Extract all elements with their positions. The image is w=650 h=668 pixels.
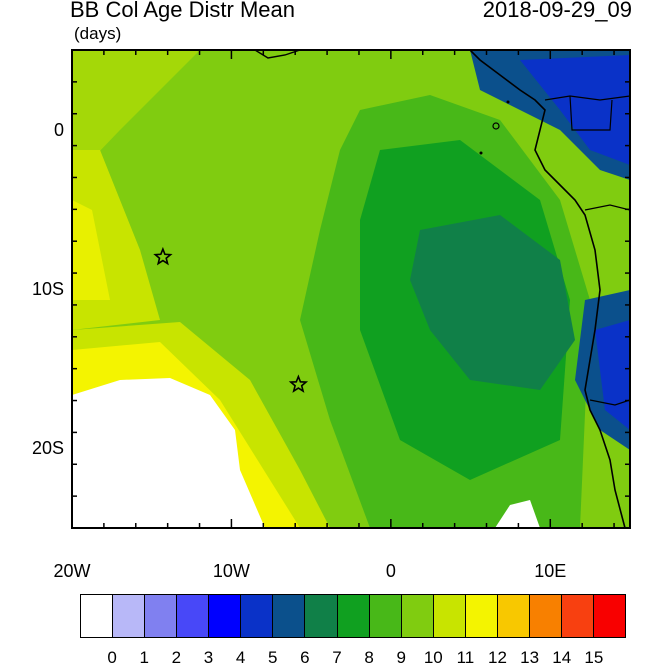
units-label: (days) (74, 24, 122, 43)
colorbar (80, 594, 626, 638)
colorbar-box (337, 595, 370, 637)
x-tick-label: 10W (212, 561, 250, 581)
y-tick-label: 0 (53, 119, 64, 140)
border-line-3 (584, 204, 630, 211)
border-line-1 (544, 95, 630, 101)
x-tick-label: 10E (534, 561, 567, 581)
colorbar-label: 15 (584, 648, 604, 667)
colorbar-box (145, 595, 178, 637)
colorbar-label: 8 (364, 648, 374, 667)
colorbar-box (594, 595, 626, 637)
colorbar-box (433, 595, 466, 637)
y-tick-label: 10S (31, 279, 64, 299)
colorbar-box (369, 595, 402, 637)
island-3 (506, 100, 510, 104)
tick-marks (71, 49, 630, 529)
y-tick-label: 20S (31, 438, 64, 459)
main-title: BB Col Age Distr Mean (70, 0, 295, 22)
colorbar-label: 14 (552, 648, 572, 667)
field-nw-region (72, 50, 200, 180)
colorbar-label: 5 (267, 648, 278, 667)
colorbar-label: 13 (520, 648, 540, 667)
colorbar-box (465, 595, 498, 637)
x-tick-label: 20W (53, 561, 91, 581)
colorbar-box (241, 595, 274, 637)
colorbar-box (401, 595, 434, 637)
island-2 (479, 151, 483, 155)
border-line-4 (589, 399, 630, 406)
colorbar-label: 11 (456, 648, 475, 667)
island-1 (492, 122, 500, 130)
colorbar-box (273, 595, 306, 637)
colorbar-label: 9 (396, 648, 406, 667)
coast-north (254, 50, 301, 59)
field-deep-core (410, 215, 575, 390)
colorbar-label: 10 (423, 648, 443, 667)
field-ne-blue (520, 55, 630, 165)
star-marker-1 (153, 246, 173, 266)
map-field (72, 50, 630, 528)
field-west-yellow (72, 200, 110, 300)
colorbar-label: 2 (171, 648, 182, 667)
colorbar-label: 4 (235, 648, 246, 667)
timestamp: 2018-09-29_09 (482, 0, 632, 22)
colorbar-box (81, 595, 114, 637)
field-nodata-se (495, 500, 540, 528)
colorbar-label: 0 (107, 648, 117, 667)
colorbar-box (529, 595, 562, 637)
colorbar-label: 7 (332, 648, 342, 667)
colorbar-box (209, 595, 242, 637)
border-line-2 (569, 95, 613, 131)
colorbar-box (305, 595, 338, 637)
colorbar-label: 6 (300, 648, 310, 667)
markers-layer (153, 246, 309, 393)
colorbar-box (113, 595, 146, 637)
x-tick-label: 0 (385, 561, 396, 581)
colorbar-label: 3 (203, 648, 214, 667)
colorbar-box (561, 595, 594, 637)
star-marker-2 (288, 374, 309, 393)
coastline (469, 50, 626, 528)
colorbar-box (497, 595, 530, 637)
field-nodata-sw (72, 378, 265, 528)
colorbar-box (177, 595, 210, 637)
colorbar-label: 12 (488, 648, 507, 667)
colorbar-label: 1 (139, 648, 149, 667)
plot-frame (71, 49, 631, 529)
